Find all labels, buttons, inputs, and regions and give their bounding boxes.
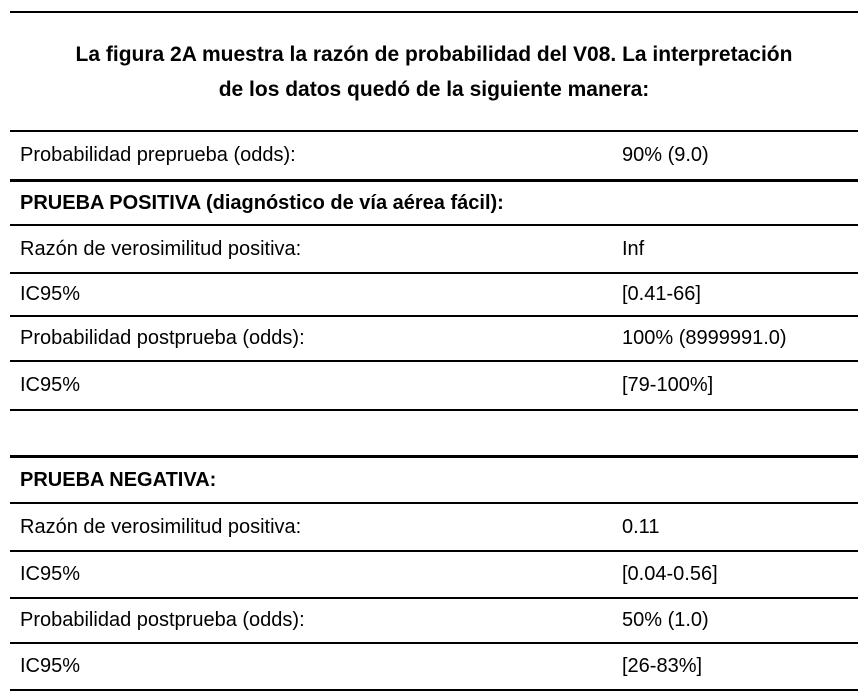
table-title-line2: de los datos quedó de la siguiente maner…: [218, 77, 650, 101]
table-row-verosimilitud-positiva: Razón de verosimilitud positiva: Inf: [10, 224, 858, 272]
row-value: 90% (9.0): [622, 144, 709, 166]
table-row-ic95-2: IC95% [79-100%]: [10, 360, 858, 409]
row-value: [79-100%]: [622, 374, 714, 396]
row-label: Razón de verosimilitud positiva:: [20, 237, 302, 260]
table-row-postprueba-2: Probabilidad postprueba (odds): 50% (1.0…: [10, 597, 858, 642]
row-value: [0.41-66]: [622, 283, 701, 305]
table-title: La figura 2A muestra la razón de probabi…: [10, 13, 858, 130]
table-row-ic95-4: IC95% [26-83%]: [10, 642, 858, 689]
row-value: [26-83%]: [622, 655, 703, 677]
row-label: Razón de verosimilitud positiva:: [20, 515, 302, 538]
row-value: Inf: [622, 237, 645, 260]
section-header-label: PRUEBA POSITIVA (diagnóstico de vía aére…: [20, 191, 504, 214]
section-header-prueba-positiva: PRUEBA POSITIVA (diagnóstico de vía aére…: [10, 179, 858, 224]
table-title-line1: La figura 2A muestra la razón de probabi…: [75, 42, 793, 66]
section-header-label: PRUEBA NEGATIVA:: [20, 468, 217, 491]
table-row-ic95-3: IC95% [0.04-0.56]: [10, 550, 858, 597]
row-value: 100% (8999991.0): [622, 327, 787, 349]
row-value: 0.11: [622, 515, 660, 538]
row-label: IC95%: [20, 374, 81, 396]
row-label: IC95%: [20, 655, 81, 677]
table-row-preprueba: Probabilidad preprueba (odds): 90% (9.0): [10, 130, 858, 179]
row-label: Probabilidad postprueba (odds):: [20, 609, 305, 631]
row-value: [0.04-0.56]: [622, 563, 718, 585]
section-gap: [10, 409, 858, 455]
table-row-ic95-1: IC95% [0.41-66]: [10, 272, 858, 315]
probability-table: La figura 2A muestra la razón de probabi…: [10, 11, 858, 691]
row-label: IC95%: [20, 283, 81, 305]
row-label: Probabilidad postprueba (odds):: [20, 327, 305, 349]
table-row-verosimilitud-negativa: Razón de verosimilitud positiva: 0.11: [10, 502, 858, 550]
row-value: 50% (1.0): [622, 609, 709, 631]
table-row-postprueba-1: Probabilidad postprueba (odds): 100% (89…: [10, 315, 858, 360]
row-label: Probabilidad preprueba (odds):: [20, 144, 296, 166]
row-label: IC95%: [20, 563, 81, 585]
section-header-prueba-negativa: PRUEBA NEGATIVA:: [10, 455, 858, 502]
